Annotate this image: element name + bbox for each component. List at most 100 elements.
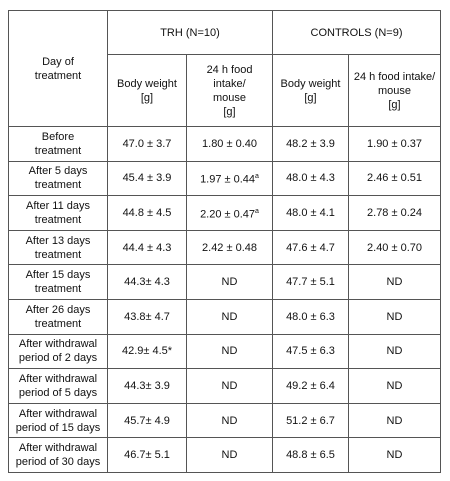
cell: ND <box>348 333 441 370</box>
cell: ND <box>348 298 441 335</box>
data-row: After withdrawal period of 5 days 44.3± 3.… <box>8 368 441 404</box>
text-line: After withdrawal <box>18 407 98 420</box>
text-line: treatment <box>34 248 82 261</box>
group-header: CONTROLS (N=9) <box>272 10 441 55</box>
text-line: After 11 days <box>26 199 90 212</box>
cell-text: 1.97 ± 0.44 <box>200 173 256 186</box>
cell: 1.97 ± 0.44a <box>186 160 273 197</box>
cell: 48.0 ± 6.3 <box>272 298 349 335</box>
text-line: Body weight <box>117 77 177 90</box>
cell: 47.6 ± 4.7 <box>272 229 349 266</box>
data-table: Day of treatment TRH (N=10) CONTROLS (N=9) B… <box>8 10 441 473</box>
text-line: Before <box>41 130 75 143</box>
text-line: [g] <box>140 91 154 104</box>
text-line: treatment <box>34 144 82 157</box>
cell: 45.4 ± 3.9 <box>107 160 187 197</box>
data-row: After 15 days treatment 44.3± 4.3 ND 47.7 ± … <box>8 264 441 300</box>
text-line: treatment <box>34 283 82 296</box>
cell: 43.8± 4.7 <box>107 298 187 335</box>
row-label: After 15 days treatment <box>8 264 108 300</box>
data-row: After 26 days treatment 43.8± 4.7 ND 48.0 ± … <box>8 298 441 335</box>
cell: 44.3± 4.3 <box>107 264 187 300</box>
data-row: After 5 days treatment 45.4 ± 3.9 1.97 ± 0.… <box>8 160 441 197</box>
row-label: After withdrawal period of 15 days <box>8 402 108 439</box>
cell: 44.4 ± 4.3 <box>107 229 187 266</box>
cell: 1.80 ± 0.40 <box>186 126 273 162</box>
cell: ND <box>186 368 273 404</box>
text-line: After withdrawal <box>18 372 98 385</box>
text-line: treatment <box>34 69 82 82</box>
cell: ND <box>348 368 441 404</box>
column-header: Body weight [g] <box>107 54 187 127</box>
text-line: [g] <box>223 105 236 118</box>
text-line: After 5 days <box>28 165 88 178</box>
cell: 2.78 ± 0.24 <box>348 195 441 231</box>
text-line: Body weight <box>280 77 341 90</box>
data-row: After withdrawal period of 2 days 42.9± 4.… <box>8 333 441 370</box>
cell: 49.2 ± 6.4 <box>272 368 349 404</box>
text-line: After withdrawal <box>18 442 98 455</box>
text-line: mouse <box>212 91 247 104</box>
text-line: Day of <box>42 55 74 68</box>
cell: 2.20 ± 0.47a <box>186 195 273 231</box>
cell: 48.2 ± 3.9 <box>272 126 349 162</box>
column-header: 24 h food intake/mouse [g] <box>348 54 441 127</box>
cell: 51.2 ± 6.7 <box>272 402 349 439</box>
text-line: After 15 days <box>25 269 91 282</box>
text-line: mouse <box>377 84 412 97</box>
cell-text: 2.20 ± 0.47 <box>200 208 256 221</box>
row-label: After 13 days treatment <box>8 229 108 266</box>
text-line: period of 2 days <box>18 352 98 365</box>
row-label: Before treatment <box>8 126 108 162</box>
cell: 47.0 ± 3.7 <box>107 126 187 162</box>
cell: 1.90 ± 0.37 <box>348 126 441 162</box>
text-line: treatment <box>34 317 82 330</box>
cell: 44.3± 3.9 <box>107 368 187 404</box>
data-row: Before treatment 47.0 ± 3.7 1.80 ± 0.40 48.2… <box>8 126 441 162</box>
cell: ND <box>186 333 273 370</box>
text-line: period of 5 days <box>18 386 98 399</box>
cell: 48.0 ± 4.1 <box>272 195 349 231</box>
row-label: After 11 days treatment <box>8 195 108 231</box>
text-line: After withdrawal <box>18 338 98 351</box>
text-line: treatment <box>34 213 82 226</box>
cell: ND <box>348 437 441 473</box>
footnote-mark: a <box>255 173 259 181</box>
cell: ND <box>186 402 273 439</box>
text-line: 24 h food intake/ <box>206 63 253 90</box>
cell: 47.5 ± 6.3 <box>272 333 349 370</box>
text-line: 24 h food intake/ <box>353 70 436 83</box>
header-row: Day of treatment TRH (N=10) CONTROLS (N=9) <box>8 10 441 127</box>
cell: ND <box>186 298 273 335</box>
data-row: After withdrawal period of 15 days 45.7± 4… <box>8 402 441 439</box>
cell: 48.0 ± 4.3 <box>272 160 349 197</box>
row-label: After withdrawal period of 30 days <box>8 437 108 473</box>
column-header: Body weight [g] <box>272 54 349 127</box>
column-header: 24 h food intake/mouse [g] <box>186 54 273 127</box>
row-label: After 5 days treatment <box>8 160 108 197</box>
footnote-mark: a <box>255 207 259 215</box>
cell: 46.7± 5.1 <box>107 437 187 473</box>
row-label: After 26 days treatment <box>8 298 108 335</box>
cell: 42.9± 4.5* <box>107 333 187 370</box>
cell: 2.46 ± 0.51 <box>348 160 441 197</box>
cell: ND <box>348 264 441 300</box>
text-line: [g] <box>304 91 317 104</box>
cell: 48.8 ± 6.5 <box>272 437 349 473</box>
cell: ND <box>186 437 273 473</box>
row-label-header: Day of treatment <box>8 10 108 127</box>
text-line: treatment <box>34 179 82 192</box>
data-row: After 13 days treatment 44.4 ± 4.3 2.42 ± 0… <box>8 229 441 266</box>
data-row: After withdrawal period of 30 days 46.7± 5… <box>8 437 441 473</box>
text-line: After 13 days <box>25 234 91 247</box>
text-line: [g] <box>388 98 401 111</box>
cell: 45.7± 4.9 <box>107 402 187 439</box>
cell: 44.8 ± 4.5 <box>107 195 187 231</box>
cell: ND <box>186 264 273 300</box>
cell: 2.40 ± 0.70 <box>348 229 441 266</box>
text-line: period of 30 days <box>15 456 101 469</box>
cell: ND <box>348 402 441 439</box>
table-container: Day of treatment TRH (N=10) CONTROLS (N=9) B… <box>8 10 441 473</box>
data-row: After 11 days treatment 44.8 ± 4.5 2.20 ± 0… <box>8 195 441 231</box>
text-line: period of 15 days <box>15 421 101 434</box>
